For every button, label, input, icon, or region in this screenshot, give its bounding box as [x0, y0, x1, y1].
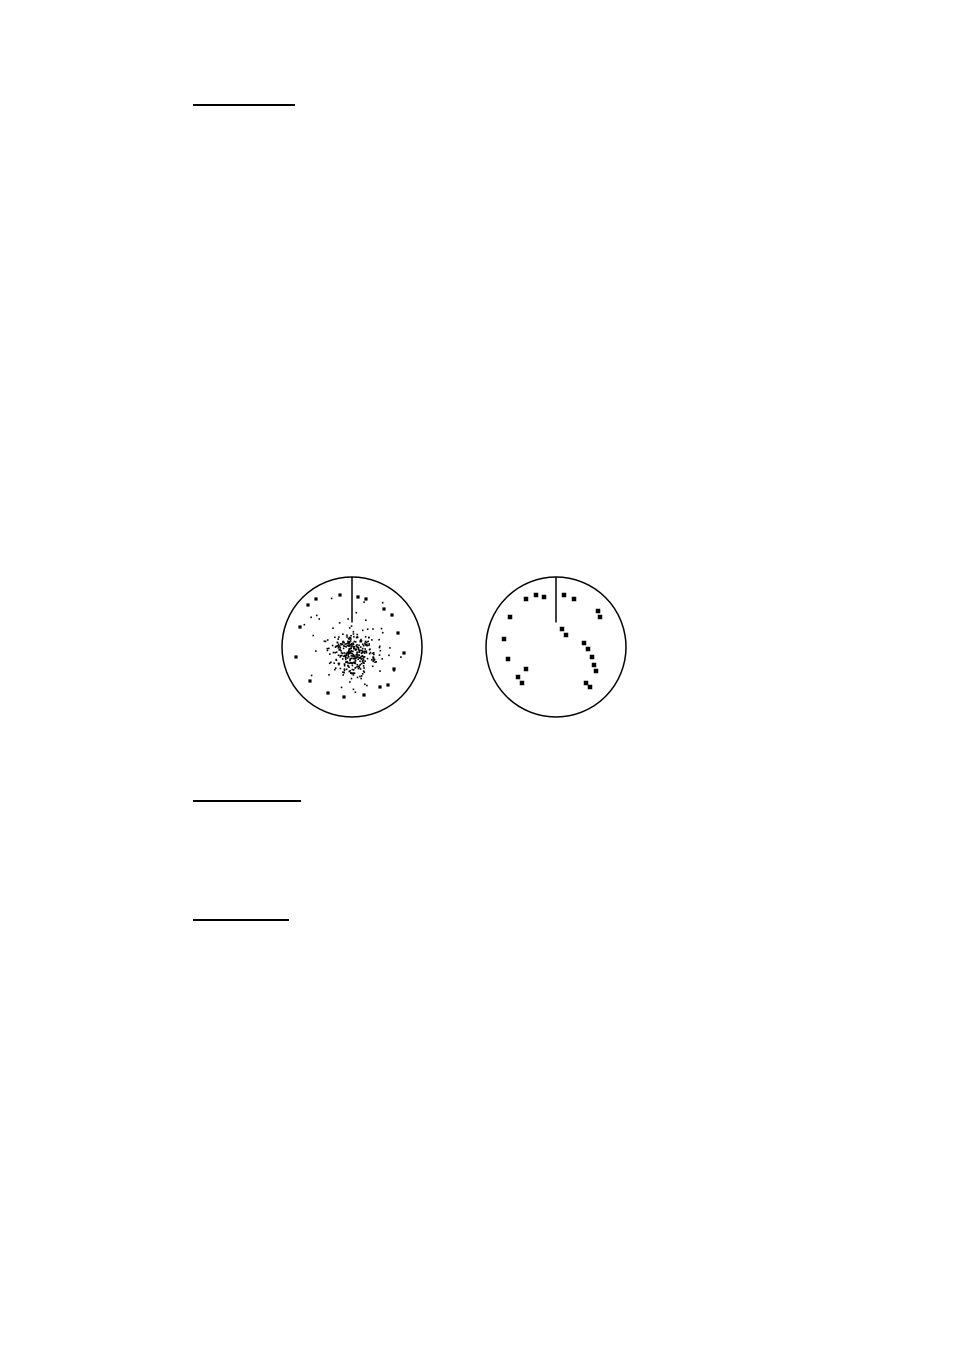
horizontal-rule-3	[193, 919, 289, 921]
horizontal-rule-1	[193, 104, 295, 106]
horizontal-rule-2	[193, 800, 301, 802]
charts-row	[280, 575, 628, 719]
polar-scatter-left	[280, 575, 424, 719]
polar-scatter-right	[484, 575, 628, 719]
